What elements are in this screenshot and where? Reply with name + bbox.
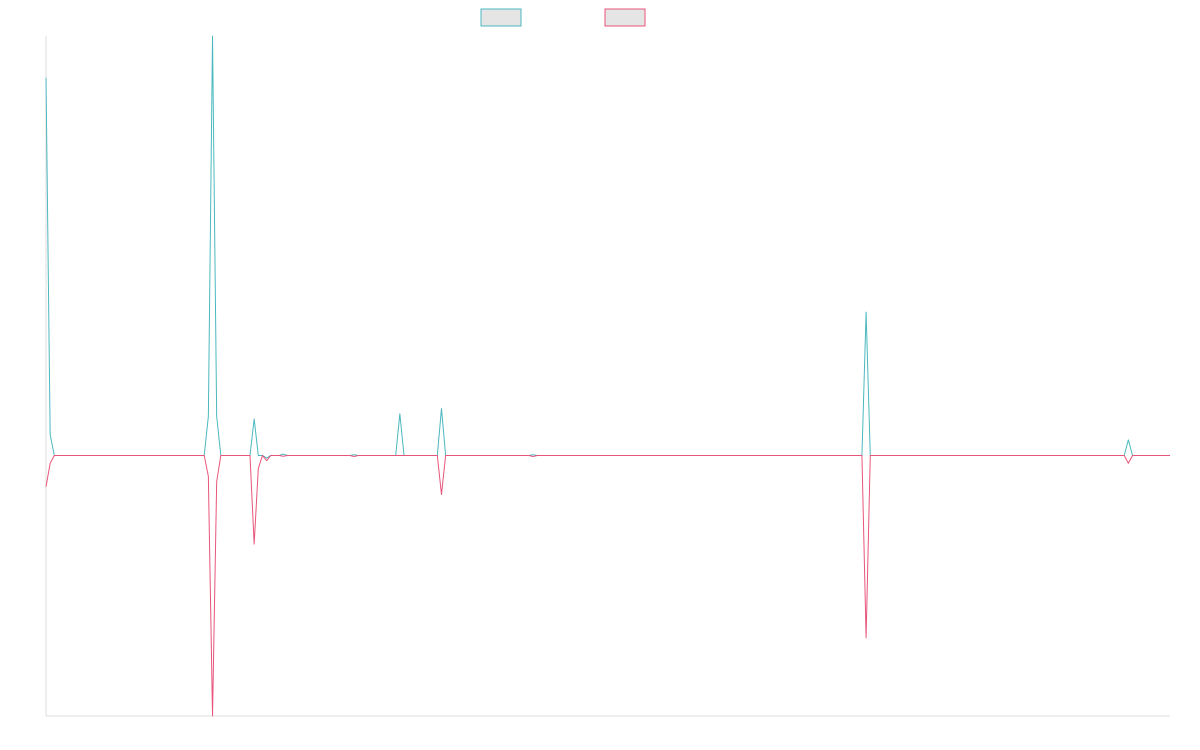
legend-swatch-2[interactable] — [604, 8, 646, 27]
legend — [480, 8, 646, 27]
series-line-1 — [45, 35, 1170, 459]
series-layer — [45, 35, 1170, 717]
axes — [45, 36, 1170, 717]
legend-swatch-1[interactable] — [480, 8, 522, 27]
series-line-2 — [45, 454, 1170, 717]
legend-item-1[interactable] — [480, 8, 522, 27]
legend-item-2[interactable] — [604, 8, 646, 27]
